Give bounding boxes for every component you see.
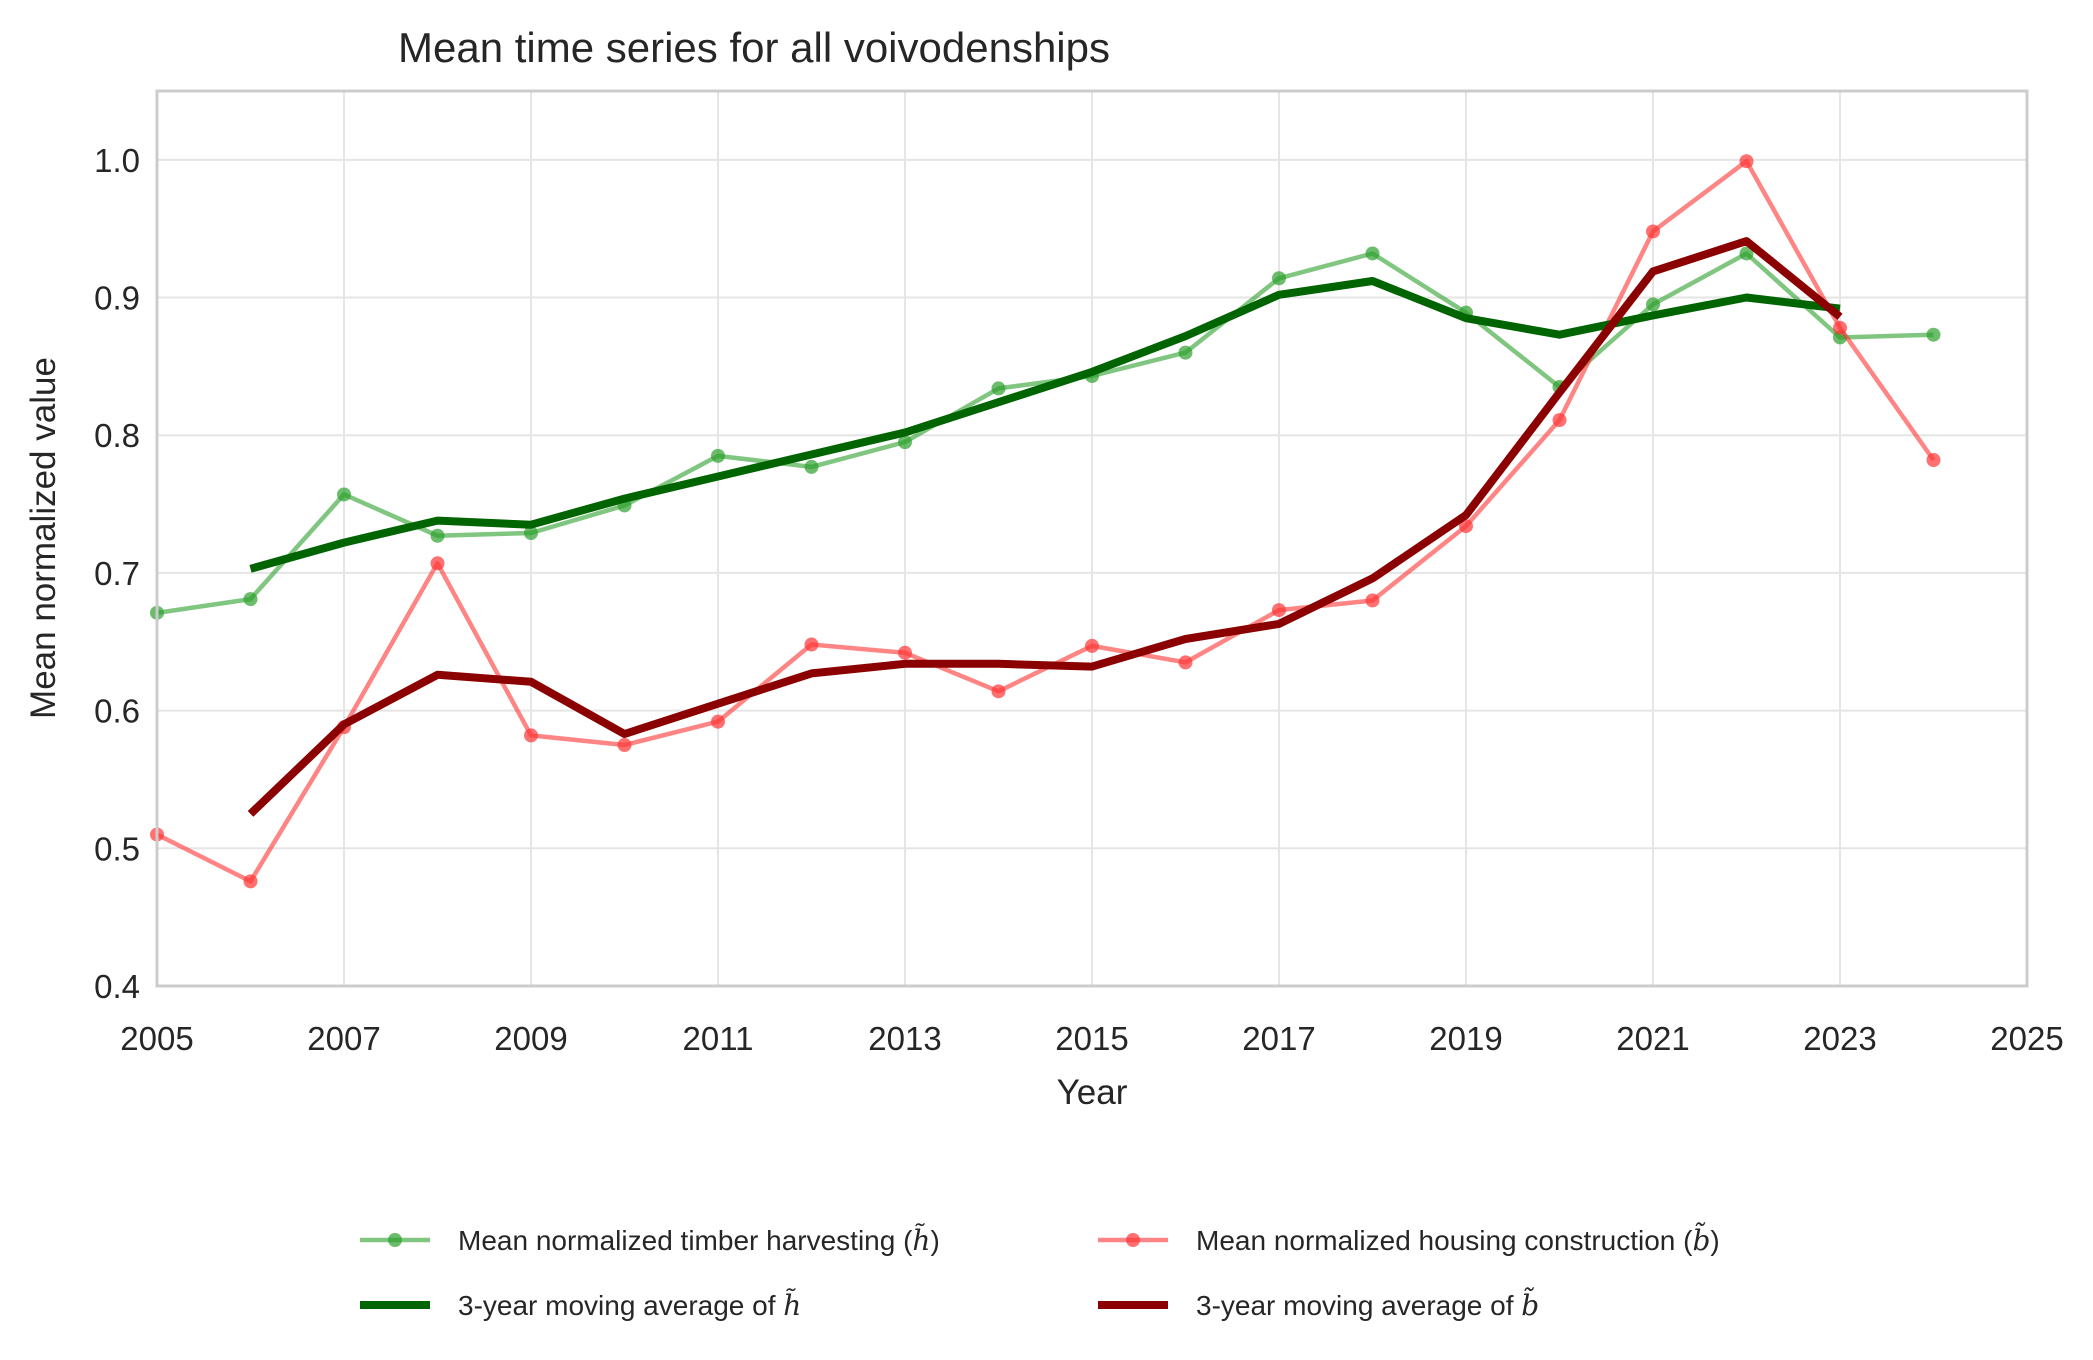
data-point (1459, 519, 1473, 534)
legend-label: 3-year moving average of h̃ (458, 1288, 801, 1322)
data-point (1365, 593, 1380, 608)
y-tick-label: 1.0 (94, 142, 140, 179)
legend-label-text: 3-year moving average of (1196, 1290, 1521, 1321)
data-point (1085, 638, 1099, 653)
legend-label-symbol: b̃ (1521, 1287, 1539, 1322)
data-point (991, 381, 1006, 396)
data-point (1365, 246, 1380, 261)
legend-label: 3-year moving average of b̃ (1196, 1287, 1539, 1322)
x-tick-label: 2025 (1990, 1020, 2063, 1057)
chart-title: Mean time series for all voivodenships (398, 24, 1110, 71)
data-point (991, 684, 1006, 699)
data-point (711, 714, 725, 729)
legend-label-symbol: b̃ (1692, 1222, 1710, 1257)
legend-entry: 3-year moving average of h̃ (360, 1288, 801, 1322)
data-point (524, 728, 538, 743)
x-tick-label: 2009 (494, 1020, 567, 1057)
legend-label-text: 3-year moving average of (458, 1290, 783, 1321)
legend-marker (388, 1233, 402, 1247)
series-3 (247, 237, 1843, 817)
moving-average-line (247, 237, 1843, 817)
x-tick-label: 2007 (307, 1020, 380, 1057)
data-point (804, 637, 819, 652)
y-tick-label: 0.9 (94, 280, 140, 317)
legend-marker (1126, 1233, 1140, 1247)
series-layer (150, 154, 1941, 889)
data-point (1926, 453, 1941, 468)
moving-average-line (249, 277, 1841, 573)
data-point (430, 556, 445, 571)
x-tick-label: 2019 (1429, 1020, 1502, 1057)
legend-label-symbol: h̃ (912, 1223, 930, 1257)
legend-label-tail: ) (1710, 1225, 1719, 1256)
legend-label: Mean normalized timber harvesting (h̃) (458, 1223, 940, 1257)
x-tick-label: 2011 (683, 1020, 754, 1057)
data-point (898, 645, 912, 660)
data-point (1272, 271, 1286, 286)
data-point (1739, 246, 1754, 261)
data-point (898, 435, 912, 450)
y-tick-label: 0.4 (94, 968, 140, 1005)
x-axis-ticks: 2005 2007 2009 2011 2013 2015 2017 2019 2021 2023… (120, 1020, 2063, 1057)
data-point (1739, 154, 1754, 169)
legend-label-text: Mean normalized housing construction ( (1196, 1225, 1693, 1256)
y-tick-label: 0.7 (94, 555, 140, 592)
legend-entry: Mean normalized housing construction (b̃… (1098, 1222, 1720, 1257)
data-point (1552, 413, 1567, 428)
data-point (1272, 603, 1286, 618)
legend-entry: Mean normalized timber harvesting (h̃) (360, 1223, 940, 1257)
plot-area (150, 89, 2029, 988)
x-tick-label: 2013 (868, 1020, 941, 1057)
legend-entry: 3-year moving average of b̃ (1098, 1287, 1539, 1322)
data-point (243, 592, 258, 607)
y-axis-label: Mean normalized value (24, 357, 63, 719)
x-tick-label: 2015 (1055, 1020, 1128, 1057)
x-tick-label: 2023 (1803, 1020, 1876, 1057)
data-point (524, 525, 538, 540)
series-2 (249, 277, 1841, 573)
x-axis-label: Year (1057, 1073, 1128, 1112)
data-point (804, 459, 819, 474)
data-point (711, 448, 725, 463)
legend-label: Mean normalized housing construction (b̃… (1196, 1222, 1720, 1257)
y-tick-label: 0.5 (94, 830, 140, 867)
data-point (1926, 327, 1941, 342)
data-point (1646, 297, 1660, 312)
x-tick-label: 2017 (1242, 1020, 1315, 1057)
y-tick-label: 0.8 (94, 417, 140, 454)
data-point (430, 528, 445, 543)
x-tick-label: 2021 (1616, 1020, 1689, 1057)
data-point (1646, 224, 1660, 239)
data-point (617, 738, 632, 753)
y-tick-label: 0.6 (94, 693, 140, 730)
plot-frame (155, 89, 2029, 988)
y-axis-ticks: 0.4 0.5 0.6 0.7 0.8 0.9 1.0 (94, 142, 140, 1005)
data-point (243, 874, 258, 889)
legend-label-symbol: h̃ (783, 1288, 801, 1322)
legend: Mean normalized timber harvesting (h̃) Me… (360, 1222, 1720, 1322)
data-point (1178, 655, 1193, 670)
legend-label-tail: ) (930, 1225, 939, 1256)
data-point (1178, 345, 1193, 360)
data-point (1833, 320, 1847, 335)
legend-label-text: Mean normalized timber harvesting ( (458, 1225, 913, 1256)
x-tick-label: 2005 (120, 1020, 193, 1057)
data-point (337, 487, 351, 502)
